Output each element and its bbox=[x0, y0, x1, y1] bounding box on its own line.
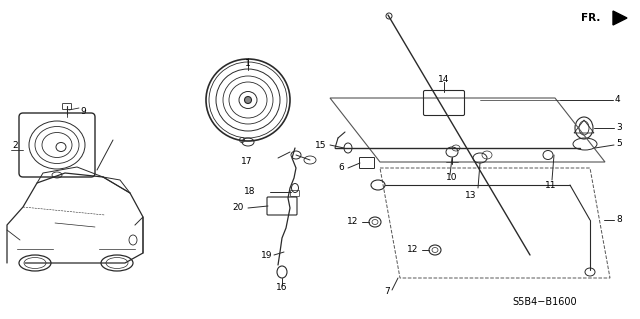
Text: 4: 4 bbox=[615, 95, 621, 105]
Text: 18: 18 bbox=[243, 188, 255, 197]
Text: 12: 12 bbox=[347, 218, 358, 226]
Text: 9: 9 bbox=[80, 107, 86, 115]
Text: 3: 3 bbox=[616, 123, 621, 132]
Text: 10: 10 bbox=[446, 174, 458, 182]
Text: 8: 8 bbox=[616, 216, 621, 225]
Text: 14: 14 bbox=[438, 76, 450, 85]
Text: 12: 12 bbox=[406, 246, 418, 255]
Text: 20: 20 bbox=[232, 204, 244, 212]
Ellipse shape bbox=[244, 97, 252, 103]
Text: 16: 16 bbox=[276, 284, 288, 293]
Text: S5B4−B1600: S5B4−B1600 bbox=[513, 297, 577, 307]
Polygon shape bbox=[613, 11, 627, 25]
Text: 7: 7 bbox=[384, 287, 390, 296]
Text: 5: 5 bbox=[616, 138, 621, 147]
Text: 17: 17 bbox=[241, 158, 252, 167]
Text: 11: 11 bbox=[545, 181, 557, 189]
Text: 6: 6 bbox=[339, 164, 344, 173]
Text: 15: 15 bbox=[314, 140, 326, 150]
Text: 13: 13 bbox=[465, 190, 477, 199]
Text: 1: 1 bbox=[245, 59, 251, 68]
Text: 19: 19 bbox=[260, 251, 272, 261]
Text: 2: 2 bbox=[12, 140, 18, 150]
Text: FR.: FR. bbox=[581, 13, 600, 23]
